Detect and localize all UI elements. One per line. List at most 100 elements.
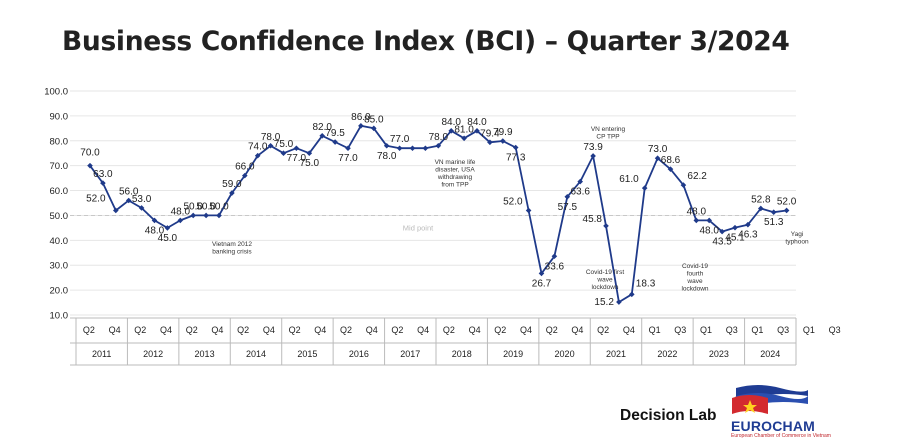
quarter-label: Q1 bbox=[803, 325, 815, 335]
data-point bbox=[113, 207, 119, 214]
data-label: 50.0 bbox=[209, 201, 229, 212]
data-label: 26.7 bbox=[532, 278, 552, 289]
data-point bbox=[500, 138, 506, 144]
data-label: 82.0 bbox=[312, 122, 332, 133]
quarter-label: Q4 bbox=[109, 325, 121, 335]
data-point bbox=[448, 128, 454, 134]
year-label: 2012 bbox=[143, 349, 163, 359]
quarter-label: Q4 bbox=[623, 325, 635, 335]
annotation-line: lockdown bbox=[591, 284, 618, 291]
data-point bbox=[629, 291, 635, 298]
data-label: 62.2 bbox=[687, 171, 707, 182]
data-label: 75.0 bbox=[274, 139, 294, 150]
data-label: 78.0 bbox=[377, 151, 397, 162]
year-label: 2022 bbox=[657, 349, 677, 359]
data-label: 79.5 bbox=[325, 128, 345, 139]
quarter-label: Q4 bbox=[366, 325, 378, 335]
data-point bbox=[138, 205, 145, 211]
data-label: 48.0 bbox=[699, 225, 719, 236]
data-label: 70.0 bbox=[80, 148, 100, 159]
data-point bbox=[706, 217, 712, 224]
quarter-label: Q2 bbox=[391, 325, 403, 335]
quarter-label: Q2 bbox=[186, 325, 198, 335]
y-tick-label: 100.0 bbox=[44, 87, 68, 98]
data-label: 79.4 bbox=[480, 128, 500, 139]
data-label: 46.3 bbox=[738, 230, 758, 241]
quarter-label: Q3 bbox=[777, 325, 789, 335]
data-point bbox=[603, 223, 609, 229]
data-point bbox=[203, 212, 209, 219]
y-tick-label: 20.0 bbox=[50, 286, 69, 297]
annotation-line: from TPP bbox=[441, 182, 468, 189]
data-point bbox=[409, 145, 416, 152]
data-label: 61.0 bbox=[619, 174, 639, 185]
data-label: 45.0 bbox=[158, 233, 178, 244]
quarter-label: Q2 bbox=[340, 325, 352, 335]
year-label: 2016 bbox=[349, 349, 369, 359]
data-label: 84.0 bbox=[441, 117, 461, 128]
eurocham-logo-subtext: European Chamber of Commerce in Vietnam bbox=[731, 433, 831, 439]
data-point bbox=[383, 142, 390, 149]
annotation-line: fourth bbox=[687, 271, 704, 278]
data-point bbox=[512, 144, 519, 151]
data-point bbox=[667, 166, 674, 172]
quarter-label: Q4 bbox=[314, 325, 326, 335]
data-point bbox=[525, 207, 532, 214]
year-label: 2020 bbox=[555, 349, 575, 359]
annotation-line: CP TPP bbox=[596, 134, 619, 141]
data-point bbox=[242, 172, 248, 179]
year-label: 2017 bbox=[400, 349, 420, 359]
data-point bbox=[577, 178, 583, 185]
annotation-line: Vietnam 2012 bbox=[212, 241, 252, 248]
data-label: 79.9 bbox=[493, 127, 513, 138]
y-tick-label: 90.0 bbox=[50, 111, 69, 122]
data-label: 84.0 bbox=[467, 117, 487, 128]
data-label: 45.1 bbox=[725, 233, 745, 244]
data-point bbox=[177, 217, 184, 224]
data-label: 52.0 bbox=[777, 196, 797, 207]
data-point bbox=[125, 197, 132, 204]
y-tick-label: 80.0 bbox=[50, 136, 69, 147]
annotation-line: wave bbox=[596, 277, 613, 284]
data-label: 77.0 bbox=[287, 153, 307, 164]
quarter-label: Q3 bbox=[829, 325, 841, 335]
data-point bbox=[551, 253, 558, 260]
quarter-label: Q4 bbox=[263, 325, 275, 335]
eurocham-logo-text: EUROCHAM bbox=[731, 418, 816, 434]
quarter-label: Q1 bbox=[700, 325, 712, 335]
data-point bbox=[654, 155, 661, 161]
year-label: 2024 bbox=[760, 349, 780, 359]
data-point bbox=[371, 125, 377, 132]
chart-title: Business Confidence Index (BCI) – Quarte… bbox=[62, 26, 790, 57]
data-label: 86.0 bbox=[351, 112, 371, 123]
data-point bbox=[345, 145, 351, 152]
data-label: 74.0 bbox=[248, 142, 268, 153]
data-point bbox=[332, 139, 338, 145]
annotation-line: typhoon bbox=[785, 239, 809, 246]
data-label: 68.6 bbox=[661, 155, 681, 166]
quarter-label: Q2 bbox=[83, 325, 95, 335]
quarter-label: Q4 bbox=[211, 325, 223, 335]
quarter-label: Q1 bbox=[649, 325, 661, 335]
data-point bbox=[319, 133, 325, 139]
annotation-line: wave bbox=[686, 278, 703, 285]
decision-lab-brand: Decision Lab bbox=[620, 407, 717, 424]
data-label: 63.0 bbox=[93, 169, 113, 180]
data-label: 51.3 bbox=[764, 217, 784, 228]
data-point bbox=[435, 142, 442, 149]
data-point bbox=[461, 135, 467, 142]
quarter-label: Q2 bbox=[494, 325, 506, 335]
data-label: 52.0 bbox=[86, 193, 106, 204]
data-point bbox=[616, 299, 622, 305]
quarter-label: Q4 bbox=[520, 325, 532, 335]
data-point bbox=[293, 145, 300, 152]
data-label: 48.0 bbox=[145, 225, 165, 236]
data-label: 85.0 bbox=[364, 114, 384, 125]
data-label: 45.8 bbox=[583, 214, 603, 225]
y-tick-label: 60.0 bbox=[50, 186, 69, 197]
data-point bbox=[474, 128, 480, 134]
